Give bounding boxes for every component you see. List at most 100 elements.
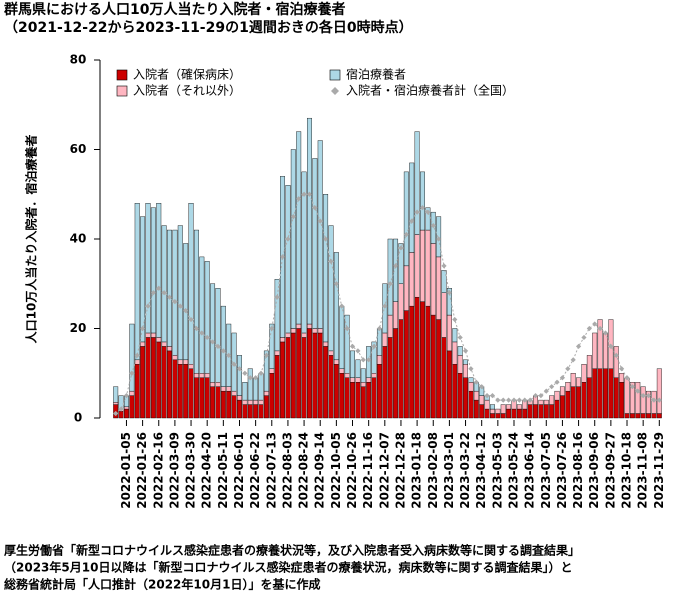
national-point bbox=[166, 294, 173, 300]
bar-segment bbox=[581, 382, 587, 419]
national-point bbox=[376, 325, 383, 332]
bar-segment bbox=[167, 229, 172, 347]
bar-segment bbox=[446, 350, 452, 419]
national-point bbox=[360, 357, 366, 363]
bar-segment bbox=[387, 314, 393, 338]
bar-segment bbox=[237, 399, 242, 419]
national-point bbox=[613, 352, 619, 358]
national-point bbox=[452, 316, 458, 323]
bar-segment bbox=[296, 131, 302, 325]
bar-segment bbox=[393, 301, 399, 329]
bar-segment bbox=[516, 404, 522, 410]
bar-segment bbox=[376, 328, 382, 356]
bar-segment bbox=[516, 408, 522, 419]
bar-segment bbox=[129, 323, 135, 392]
bar-segment bbox=[296, 323, 302, 329]
bar-segment bbox=[193, 377, 199, 419]
national-point bbox=[177, 303, 183, 309]
legend-label: 入院者（それ以外） bbox=[133, 84, 241, 98]
national-point bbox=[279, 254, 286, 260]
national-point bbox=[150, 290, 156, 296]
bar-segment bbox=[635, 413, 641, 419]
bar-segment bbox=[113, 402, 119, 405]
bar-segment bbox=[393, 238, 399, 302]
bar-segment bbox=[414, 296, 420, 419]
bar-segment bbox=[150, 332, 156, 338]
bar-segment bbox=[414, 131, 420, 235]
bar-segment bbox=[188, 368, 194, 419]
chart-title: 群馬県における人口10万人当たり入院者・宿泊療養者 bbox=[3, 1, 345, 18]
bar-segment bbox=[398, 283, 404, 320]
bar-segment bbox=[635, 382, 641, 414]
national-point bbox=[242, 370, 248, 376]
national-point bbox=[608, 343, 614, 349]
bar-segment bbox=[204, 377, 210, 419]
national-point bbox=[640, 393, 646, 399]
national-point bbox=[247, 375, 253, 381]
bar-segment bbox=[274, 355, 280, 419]
bar-segment bbox=[430, 314, 436, 419]
x-tick-label: 2023-10-18 bbox=[620, 432, 634, 509]
bar-segment bbox=[586, 377, 592, 419]
bar-segment bbox=[592, 332, 598, 369]
bar-segment bbox=[473, 390, 479, 401]
bar-segment bbox=[145, 202, 151, 334]
bar-segment bbox=[425, 305, 431, 419]
national-point bbox=[419, 205, 426, 211]
bar-segment bbox=[619, 382, 625, 419]
bar-segment bbox=[398, 319, 404, 419]
bar-segment bbox=[656, 368, 662, 414]
bar-segment bbox=[123, 408, 129, 419]
bar-segment bbox=[441, 292, 447, 338]
x-tick-label: 2023-11-08 bbox=[636, 432, 650, 509]
bar-segment bbox=[366, 377, 372, 383]
national-point bbox=[457, 334, 463, 341]
bar-segment bbox=[382, 346, 388, 419]
bar-segment bbox=[420, 229, 425, 302]
national-point bbox=[581, 334, 587, 341]
bar-segment bbox=[452, 364, 458, 419]
national-point bbox=[565, 366, 571, 372]
bar-segment bbox=[210, 382, 216, 387]
national-point bbox=[506, 397, 512, 403]
chart-subtitle: （2021-12-22から2023-11-29の1週間おきの各日0時時点） bbox=[4, 19, 413, 36]
bar-segment bbox=[597, 368, 603, 419]
national-point bbox=[156, 285, 162, 291]
bar-segment bbox=[145, 332, 151, 338]
national-point bbox=[220, 348, 226, 354]
national-point bbox=[274, 294, 280, 300]
national-point bbox=[575, 343, 582, 349]
bar-segment bbox=[624, 413, 630, 419]
bar-segment bbox=[576, 377, 582, 387]
national-point bbox=[285, 236, 291, 242]
bar-segment bbox=[247, 368, 253, 401]
bar-segment bbox=[220, 390, 226, 419]
bar-segment bbox=[463, 377, 469, 419]
bar-segment bbox=[317, 332, 323, 419]
x-tick-label: 2023-03-01 bbox=[442, 432, 456, 509]
national-point bbox=[366, 357, 372, 363]
national-point bbox=[339, 303, 345, 309]
bar-segment bbox=[150, 337, 156, 419]
national-point bbox=[629, 384, 635, 390]
bar-segment bbox=[177, 364, 183, 419]
bar-segment bbox=[543, 399, 549, 405]
bar-segment bbox=[247, 399, 253, 405]
bar-segment bbox=[452, 341, 458, 365]
bar-segment bbox=[339, 373, 345, 419]
bar-segment bbox=[274, 279, 280, 352]
national-point bbox=[516, 397, 522, 403]
national-point bbox=[602, 330, 609, 336]
bar-segment bbox=[468, 382, 474, 392]
bar-segment bbox=[543, 404, 549, 419]
legend-marker bbox=[331, 87, 339, 95]
national-point bbox=[317, 218, 323, 224]
bar-segment bbox=[646, 390, 652, 414]
bar-segment bbox=[306, 323, 312, 329]
bar-segment bbox=[210, 283, 216, 383]
bar-segment bbox=[484, 399, 490, 410]
bar-segment bbox=[199, 377, 205, 419]
bar-segment bbox=[123, 406, 129, 410]
national-point bbox=[188, 316, 194, 323]
y-axis-label: 人口10万人当たり入院者．宿泊療養者 bbox=[24, 135, 39, 344]
